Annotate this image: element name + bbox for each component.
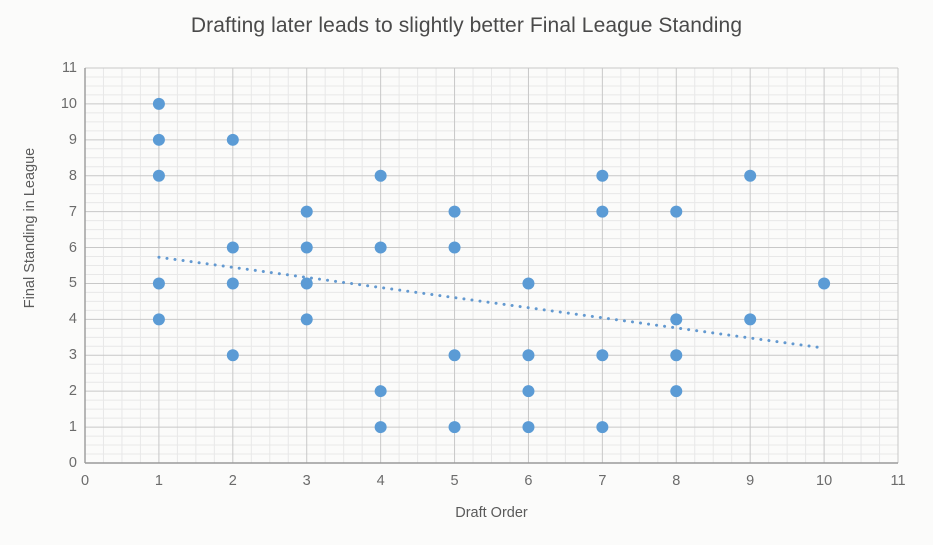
data-point bbox=[226, 241, 239, 254]
x-tick-label: 2 bbox=[228, 473, 237, 489]
data-point bbox=[374, 241, 387, 254]
x-tick-label: 7 bbox=[598, 473, 607, 489]
data-points bbox=[152, 97, 831, 434]
data-point bbox=[152, 313, 165, 326]
data-point bbox=[448, 349, 461, 362]
x-tick-label: 11 bbox=[890, 473, 906, 489]
data-point bbox=[596, 421, 609, 434]
y-tick-label: 3 bbox=[68, 347, 77, 364]
x-tick-label: 8 bbox=[672, 473, 681, 489]
y-tick-label: 1 bbox=[68, 418, 77, 435]
x-axis-title: Draft Order bbox=[455, 505, 528, 521]
y-axis-ticks: 0 1 2 3 4 5 6 7 8 9 10 11 bbox=[35, 61, 77, 470]
y-tick-label: 4 bbox=[68, 311, 77, 328]
trendline bbox=[157, 255, 826, 350]
data-point bbox=[522, 277, 535, 290]
data-point bbox=[670, 313, 683, 326]
y-tick-label: 10 bbox=[60, 95, 77, 112]
data-point bbox=[152, 133, 165, 146]
y-tick-label: 8 bbox=[68, 167, 77, 184]
data-point bbox=[522, 421, 535, 434]
data-point bbox=[596, 205, 609, 218]
data-point bbox=[522, 385, 535, 398]
data-point bbox=[670, 385, 683, 398]
data-point bbox=[226, 277, 239, 290]
data-point bbox=[300, 241, 313, 254]
y-axis-title: Final Standing in League bbox=[22, 147, 38, 309]
x-axis-ticks: 0 1 2 3 4 5 6 7 8 9 10 11 bbox=[81, 473, 906, 494]
x-tick-label: 9 bbox=[746, 473, 755, 489]
x-tick-label: 0 bbox=[80, 473, 90, 489]
x-tick-label: 6 bbox=[524, 473, 533, 489]
y-tick-label: 11 bbox=[61, 59, 77, 76]
data-point bbox=[596, 169, 609, 182]
data-point bbox=[300, 205, 313, 218]
data-point bbox=[226, 133, 239, 146]
data-point bbox=[300, 313, 313, 326]
y-tick-label: 0 bbox=[68, 454, 77, 471]
data-point bbox=[744, 313, 757, 326]
trendline-path bbox=[157, 255, 826, 350]
x-tick-label: 10 bbox=[816, 473, 833, 489]
data-point bbox=[448, 205, 461, 218]
x-tick-label: 4 bbox=[376, 473, 385, 489]
data-point bbox=[152, 277, 165, 290]
data-point bbox=[152, 97, 165, 110]
data-point bbox=[374, 421, 387, 434]
y-tick-label: 2 bbox=[68, 382, 77, 399]
data-point bbox=[448, 421, 461, 434]
data-point bbox=[596, 349, 609, 362]
y-tick-label: 6 bbox=[68, 239, 77, 256]
x-tick-label: 1 bbox=[154, 473, 163, 489]
y-tick-label: 9 bbox=[68, 131, 77, 148]
data-point bbox=[818, 277, 831, 290]
data-point bbox=[374, 169, 387, 182]
data-point bbox=[300, 277, 313, 290]
data-point bbox=[522, 349, 535, 362]
x-tick-label: 5 bbox=[450, 473, 459, 489]
y-tick-label: 7 bbox=[68, 203, 77, 220]
data-point bbox=[670, 349, 683, 362]
plot-area bbox=[84, 67, 899, 464]
data-point bbox=[152, 169, 165, 182]
chart-title: Drafting later leads to slightly better … bbox=[190, 14, 743, 37]
x-tick-label: 3 bbox=[302, 473, 311, 489]
grid-lines bbox=[84, 67, 899, 464]
data-point bbox=[448, 241, 461, 254]
data-point bbox=[744, 169, 757, 182]
data-point bbox=[374, 385, 387, 398]
y-tick-label: 5 bbox=[68, 275, 77, 292]
data-point bbox=[226, 349, 239, 362]
data-point bbox=[670, 205, 683, 218]
